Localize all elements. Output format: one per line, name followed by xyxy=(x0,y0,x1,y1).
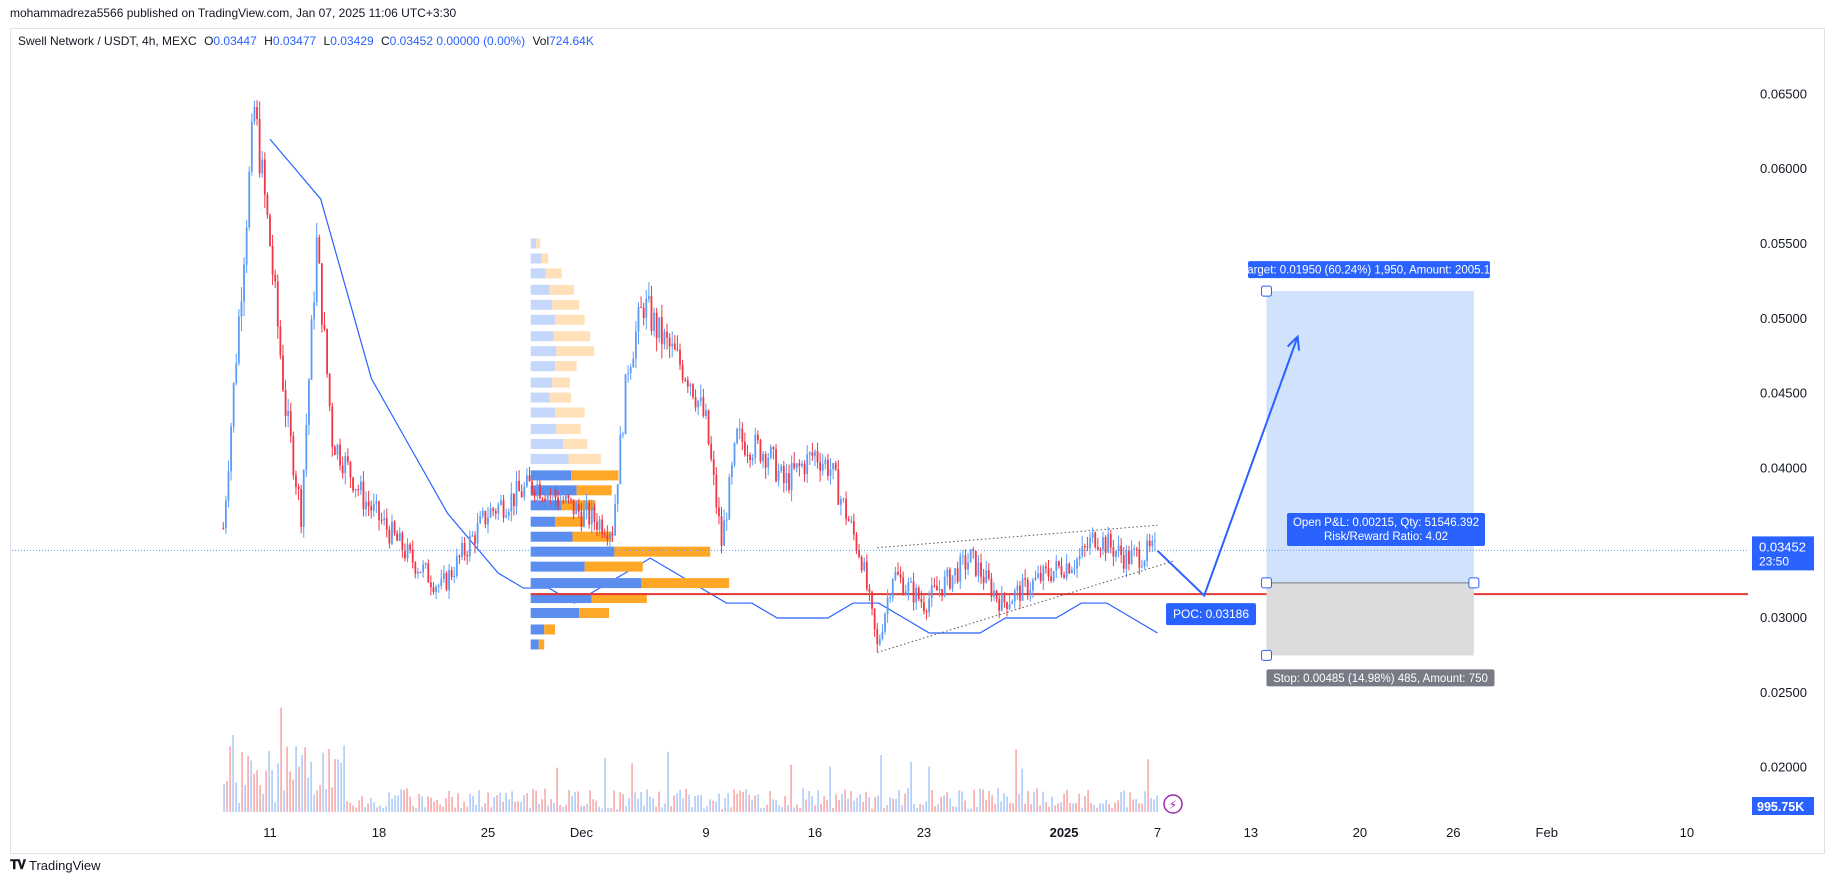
symbol-legend: Swell Network / USDT, 4h, MEXC O0.03447 … xyxy=(18,34,594,48)
low-label: L xyxy=(323,34,331,48)
volume-label: Vol xyxy=(532,34,550,48)
footer-brand: TradingView xyxy=(29,857,101,873)
low-value: 0.03429 xyxy=(330,34,374,48)
volume-value: 724.64K xyxy=(549,34,594,48)
high-label: H xyxy=(264,34,273,48)
open-value: 0.03447 xyxy=(213,34,257,48)
tradingview-footer[interactable]: 𝐓𝐕 TradingView xyxy=(10,857,101,873)
close-label: C xyxy=(380,34,390,48)
open-label: O xyxy=(204,34,214,48)
published-by-header: mohammadreza5566 published on TradingVie… xyxy=(10,6,457,20)
high-value: 0.03477 xyxy=(272,34,317,48)
symbol-name[interactable]: Swell Network / USDT, 4h, MEXC xyxy=(18,34,197,48)
chart-frame xyxy=(10,28,1825,854)
close-value: 0.03452 0.00000 (0.00%) xyxy=(389,34,526,48)
tradingview-logo-icon: 𝐓𝐕 xyxy=(10,857,26,872)
